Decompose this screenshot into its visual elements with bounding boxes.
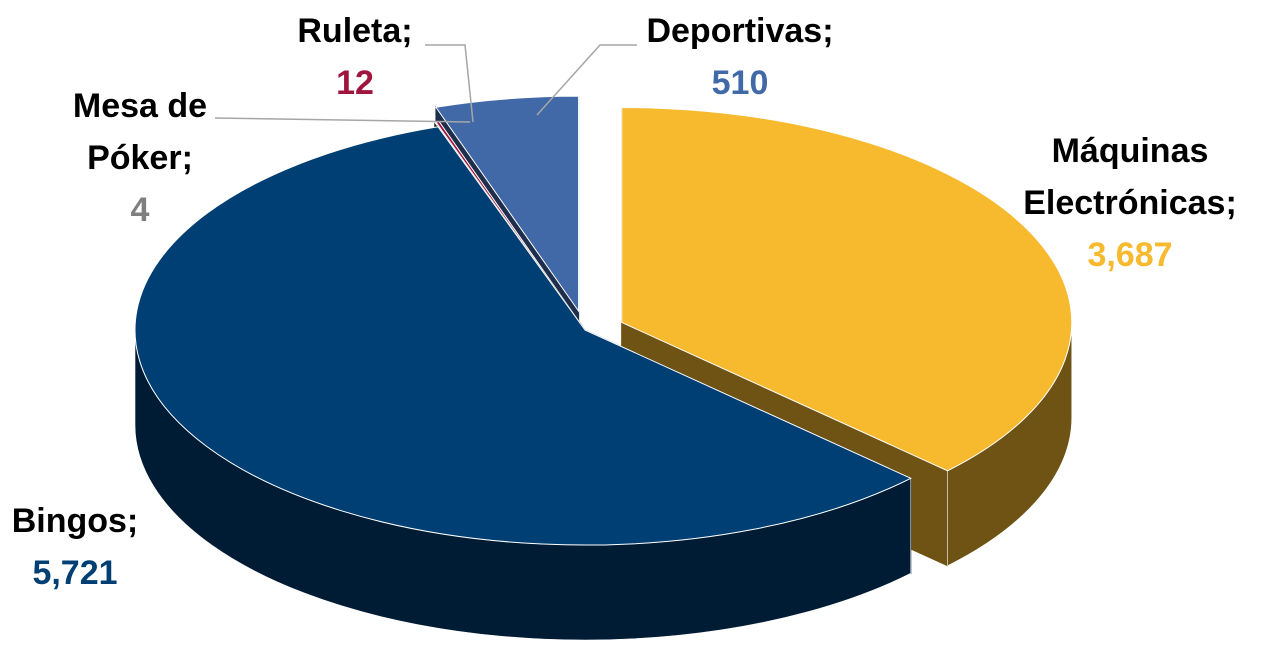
slice [621, 106, 1073, 472]
leader-line [425, 44, 474, 123]
data-label: Máquinas Electrónicas; 3,687 [1010, 125, 1250, 281]
label-name: Deportivas; [646, 12, 834, 50]
label-name: Mesa de Póker; [72, 87, 208, 177]
data-label: Ruleta; 12 [265, 5, 445, 109]
slice [435, 95, 580, 313]
label-name: Máquinas Electrónicas; [1023, 132, 1237, 222]
label-value: 12 [336, 64, 374, 102]
data-label: Deportivas; 510 [620, 5, 860, 109]
label-value: 4 [130, 191, 150, 229]
label-value: 3,687 [1087, 236, 1173, 274]
data-label: Bingos; 5,721 [0, 495, 150, 599]
label-name: Bingos; [11, 502, 139, 540]
label-value: 510 [711, 64, 769, 102]
data-label: Mesa de Póker; 4 [45, 80, 235, 236]
leader-line [536, 44, 637, 116]
leader-line [214, 117, 471, 123]
label-value: 5,721 [32, 554, 118, 592]
slices [134, 95, 1073, 641]
label-name: Ruleta; [297, 12, 413, 50]
slice [134, 126, 912, 546]
